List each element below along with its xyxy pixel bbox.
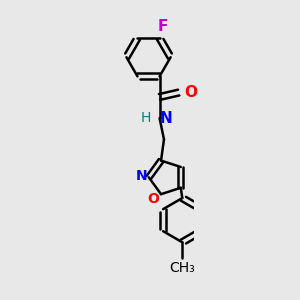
Text: O: O xyxy=(148,192,160,206)
Text: N: N xyxy=(160,111,172,126)
Text: F: F xyxy=(158,19,168,34)
Text: N: N xyxy=(136,169,147,183)
Text: O: O xyxy=(184,85,197,100)
Text: CH₃: CH₃ xyxy=(169,261,195,275)
Text: H: H xyxy=(140,111,151,125)
